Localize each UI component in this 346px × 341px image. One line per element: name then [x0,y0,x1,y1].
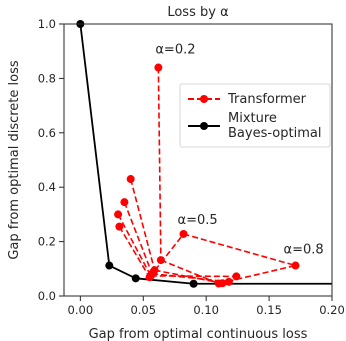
transformer-link [123,201,153,274]
legend: Transformer Mixture Bayes-optimal [179,83,331,148]
transformer-point [115,222,124,231]
legend-bayes-marker [200,122,208,130]
transformer-point [224,277,233,286]
transformer-link [157,67,162,261]
y-tick-label: 0.4 [38,180,56,194]
transformer-point [114,210,123,219]
legend-transformer-label: Transformer [227,92,307,107]
y-tick-label: 0.2 [38,235,56,249]
transformer-point [232,272,241,281]
transformer-link [150,275,237,278]
x-tick-label: 0.20 [319,303,345,317]
transformer-link [154,269,223,285]
transformer-link [160,259,220,285]
annotation-label: α=0.5 [178,213,218,228]
transformer-link [118,226,151,278]
annotation-label: α=0.2 [155,43,195,58]
y-tick-label: 0.0 [38,289,56,303]
legend-bayes-label-line: Mixture [228,111,277,126]
transformer-link [151,272,229,283]
transformer-point [126,175,135,184]
transformer-point [154,63,163,72]
chart-title: Loss by α [167,5,228,20]
legend-bayes-label-line: Bayes-optimal [228,126,321,141]
annotations: α=0.2 α=0.5 α=0.8 [155,43,323,258]
transformer-point [291,261,300,270]
annotation-label: α=0.8 [284,243,324,258]
y-tick-label: 0.8 [38,71,56,85]
y-tick-label: 0.6 [38,126,56,140]
y-axis: 0.0 0.2 0.4 0.6 0.8 1.0 [38,17,64,303]
plot-area [76,20,332,288]
transformer-link [129,178,156,271]
transformer-point [214,279,223,288]
transformer-point [156,256,165,265]
x-tick-label: 0.10 [193,303,219,317]
transformer-point [120,198,129,207]
y-tick-label: 1.0 [38,17,56,31]
plot-frame [63,23,333,297]
bayes-point [105,261,114,270]
x-axis-label: Gap from optimal continuous loss [89,327,308,341]
x-tick-label: 0.00 [68,303,94,317]
bayes-point [131,274,140,283]
transformer-point [145,273,154,282]
x-axis: 0.00 0.05 0.10 0.15 0.20 [68,296,345,317]
series-layer [76,20,332,288]
bayes-point [189,279,198,288]
x-tick-label: 0.05 [130,303,156,317]
legend-bayes-label: Mixture Bayes-optimal [228,111,321,141]
transformer-link [183,233,296,267]
x-tick-label: 0.15 [256,303,282,317]
legend-transformer-marker [200,95,208,103]
transformer-link [117,214,152,277]
transformer-point [179,229,188,238]
y-axis-label: Gap from optimal discrete loss [7,60,22,260]
